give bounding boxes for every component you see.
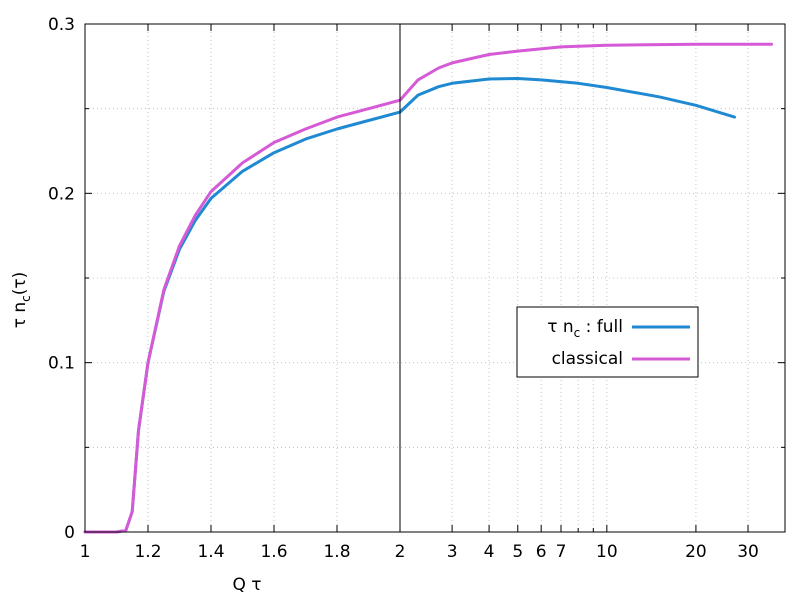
- x-tick-label: 3: [447, 542, 458, 562]
- x-tick-label: 10: [596, 542, 618, 562]
- grid: [85, 24, 786, 532]
- x-tick-label: 1.2: [134, 542, 161, 562]
- legend-box: [516, 306, 699, 378]
- legend-prefix: τ n: [547, 317, 573, 337]
- x-tick-label: 1.4: [197, 542, 224, 562]
- legend: τ nc : full classical: [516, 306, 699, 378]
- x-tick-label: 1.8: [323, 542, 350, 562]
- y-axis-label-text: τ nc(τ): [10, 272, 33, 329]
- legend-subscript: c: [574, 326, 581, 340]
- y-label-rest: (τ): [10, 272, 30, 296]
- series-layer: [83, 42, 773, 534]
- x-tick-label: 6: [536, 542, 547, 562]
- y-label-subscript: c: [19, 295, 33, 302]
- x-tick-label: 4: [484, 542, 495, 562]
- tick-labels: 1 1.2 1.4 1.6 1.8 2 3 4 5 6 7 10 20 30 0 0.1 0.2 0.3: [48, 15, 759, 562]
- legend-label-classical: classical: [552, 349, 623, 369]
- y-tick-label: 0: [64, 523, 75, 543]
- x-axis-label: Q τ: [232, 575, 261, 595]
- x-tick-label: 7: [556, 542, 567, 562]
- x-tick-label: 20: [685, 542, 707, 562]
- x-tick-label: 5: [512, 542, 523, 562]
- y-tick-label: 0.1: [48, 354, 75, 374]
- x-tick-label: 2: [395, 542, 406, 562]
- y-axis-label: τ nc(τ): [10, 272, 33, 329]
- y-tick-label: 0.3: [48, 15, 75, 35]
- y-tick-label: 0.2: [48, 184, 75, 204]
- series-line-classical: [83, 42, 773, 534]
- y-label-main: τ n: [10, 302, 30, 328]
- ticks: [84, 23, 786, 533]
- legend-label-full: τ nc : full: [547, 317, 623, 340]
- x-tick-label: 30: [737, 542, 759, 562]
- x-tick-label: 1: [80, 542, 91, 562]
- x-tick-label: 1.6: [260, 542, 287, 562]
- legend-name-full: : full: [580, 317, 623, 337]
